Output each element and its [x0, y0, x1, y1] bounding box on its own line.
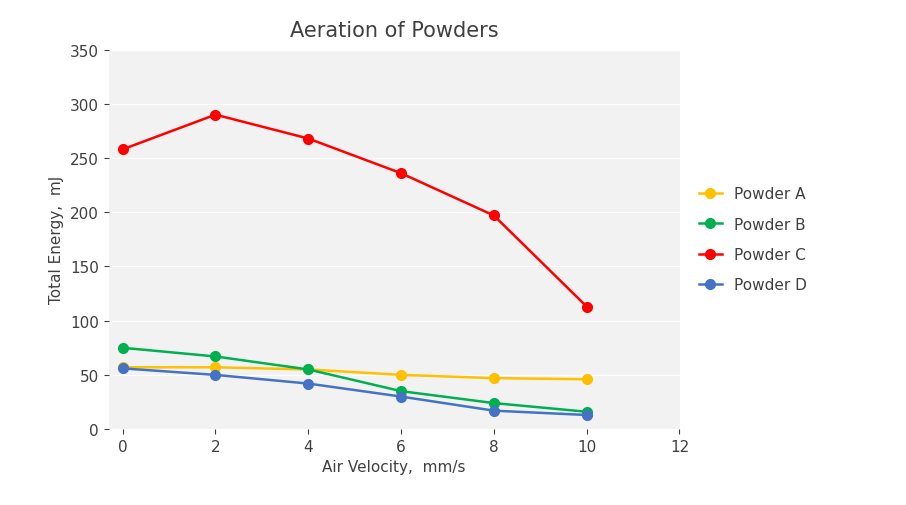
Line: Powder A: Powder A [118, 363, 592, 384]
Powder B [210, 354, 221, 360]
Powder C [582, 304, 593, 310]
Powder C [210, 113, 221, 119]
Powder C [488, 213, 499, 219]
Line: Powder C: Powder C [118, 111, 592, 312]
Powder A [488, 375, 499, 381]
Powder B [396, 388, 407, 394]
Legend: Powder A, Powder B, Powder C, Powder D: Powder A, Powder B, Powder C, Powder D [693, 181, 813, 299]
Y-axis label: Total Energy,  mJ: Total Energy, mJ [50, 176, 64, 304]
Powder C [303, 136, 313, 142]
Powder D [303, 381, 313, 387]
Powder A [117, 365, 128, 371]
Powder A [210, 365, 221, 371]
Powder C [396, 171, 407, 177]
Powder B [582, 409, 593, 415]
Powder D [396, 394, 407, 400]
Powder C [117, 147, 128, 153]
Powder A [303, 367, 313, 373]
Powder D [582, 412, 593, 418]
Powder A [582, 376, 593, 382]
X-axis label: Air Velocity,  mm/s: Air Velocity, mm/s [323, 460, 466, 474]
Powder B [117, 345, 128, 351]
Powder D [117, 366, 128, 372]
Powder D [488, 408, 499, 414]
Powder B [303, 367, 313, 373]
Line: Powder B: Powder B [118, 343, 592, 417]
Powder B [488, 400, 499, 407]
Powder A [396, 372, 407, 378]
Line: Powder D: Powder D [118, 364, 592, 420]
Title: Aeration of Powders: Aeration of Powders [290, 21, 498, 40]
Powder D [210, 372, 221, 378]
